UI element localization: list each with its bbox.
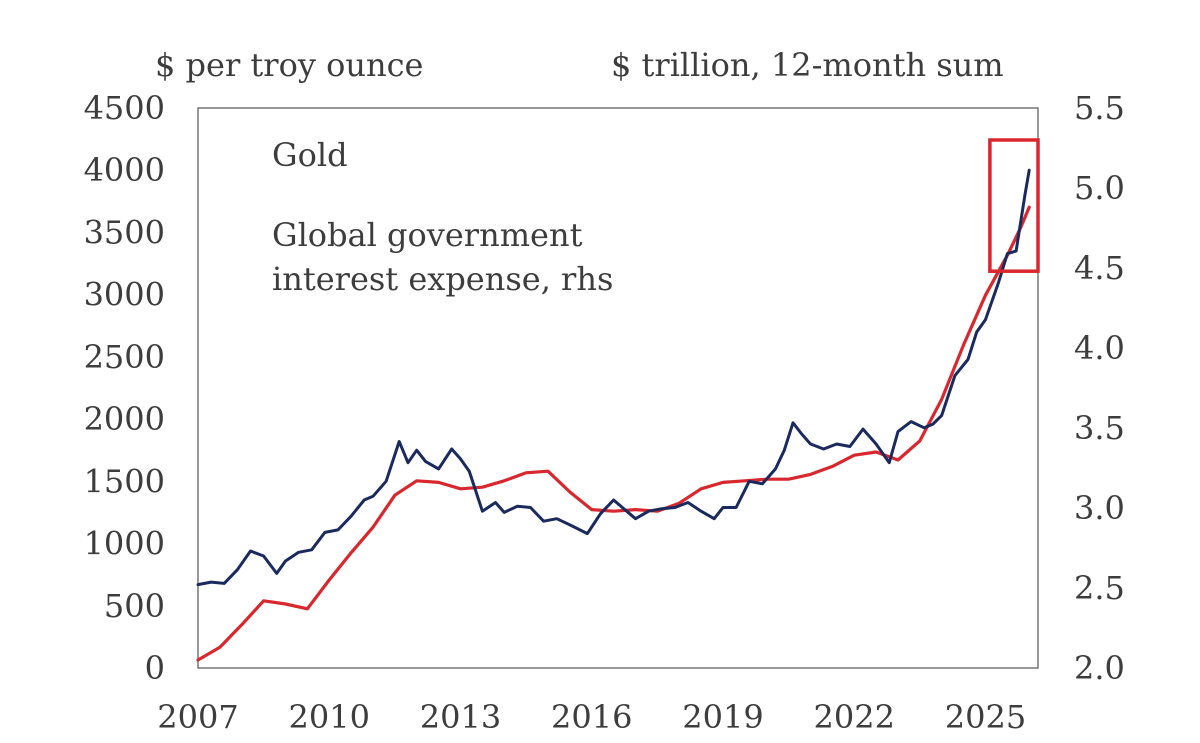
left-tick-label: 500 bbox=[104, 587, 165, 625]
x-tick-label: 2025 bbox=[945, 698, 1026, 736]
left-tick-label: 1000 bbox=[84, 525, 165, 563]
series-line-gold bbox=[196, 168, 1031, 587]
right-tick-label: 4.5 bbox=[1074, 249, 1125, 287]
x-tick-label: 2013 bbox=[420, 698, 501, 736]
right-tick-label: 5.0 bbox=[1074, 169, 1125, 207]
right-tick-label: 3.0 bbox=[1074, 489, 1125, 527]
legend-label-interest-expense: Global government interest expense, rhs bbox=[272, 216, 613, 298]
left-tick-label: 2500 bbox=[84, 338, 165, 376]
right-axis-ticks: 2.0 2.5 3.0 3.5 4.0 4.5 5.0 5.5 bbox=[1074, 89, 1125, 687]
left-tick-label: 3000 bbox=[84, 276, 165, 314]
right-tick-label: 4.0 bbox=[1074, 329, 1125, 367]
right-tick-label: 5.5 bbox=[1074, 89, 1125, 127]
right-tick-label: 3.5 bbox=[1074, 409, 1125, 447]
x-tick-label: 2022 bbox=[814, 698, 895, 736]
left-tick-label: 0 bbox=[145, 649, 165, 687]
left-axis-title: $ per troy ounce bbox=[155, 46, 423, 84]
legend-label-gold: Gold bbox=[272, 136, 348, 174]
left-tick-label: 2000 bbox=[84, 400, 165, 438]
left-tick-label: 3500 bbox=[84, 213, 165, 251]
left-tick-label: 1500 bbox=[84, 462, 165, 500]
right-tick-label: 2.0 bbox=[1074, 649, 1125, 687]
x-axis-ticks: 2007 2010 2013 2016 2019 2022 2025 bbox=[157, 698, 1026, 736]
left-tick-label: 4000 bbox=[84, 151, 165, 189]
plot-area-frame bbox=[197, 107, 1039, 669]
left-tick-label: 4500 bbox=[84, 89, 165, 127]
right-tick-label: 2.5 bbox=[1074, 569, 1125, 607]
x-tick-label: 2010 bbox=[289, 698, 370, 736]
x-tick-label: 2007 bbox=[157, 698, 238, 736]
highlight-box bbox=[988, 138, 1040, 273]
x-tick-label: 2019 bbox=[682, 698, 763, 736]
left-axis-ticks: 0 500 1000 1500 2000 2500 3000 3500 4000 4500 bbox=[84, 89, 165, 687]
right-axis-title: $ trillion, 12-month sum bbox=[611, 46, 1004, 84]
x-tick-label: 2016 bbox=[551, 698, 632, 736]
